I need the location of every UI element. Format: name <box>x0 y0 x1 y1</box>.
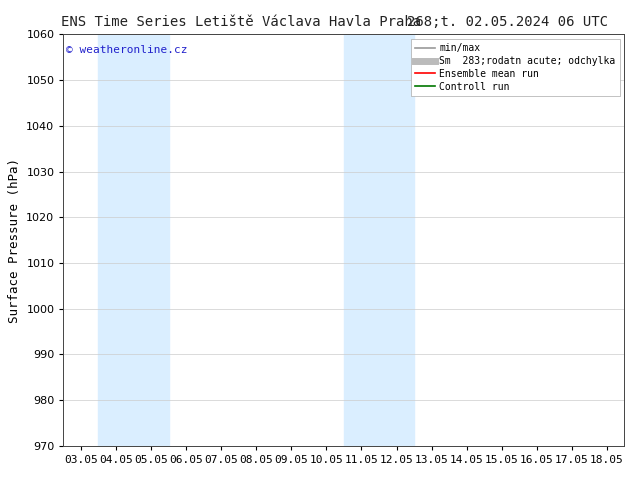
Y-axis label: Surface Pressure (hPa): Surface Pressure (hPa) <box>8 158 21 322</box>
Text: © weatheronline.cz: © weatheronline.cz <box>66 45 188 54</box>
Bar <box>344 34 414 446</box>
Text: ENS Time Series Letiště Václava Havla Praha: ENS Time Series Letiště Václava Havla Pr… <box>61 15 421 29</box>
Text: 268;t. 02.05.2024 06 UTC: 268;t. 02.05.2024 06 UTC <box>406 15 608 29</box>
Bar <box>98 34 169 446</box>
Legend: min/max, Sm  283;rodatn acute; odchylka, Ensemble mean run, Controll run: min/max, Sm 283;rodatn acute; odchylka, … <box>411 39 619 96</box>
